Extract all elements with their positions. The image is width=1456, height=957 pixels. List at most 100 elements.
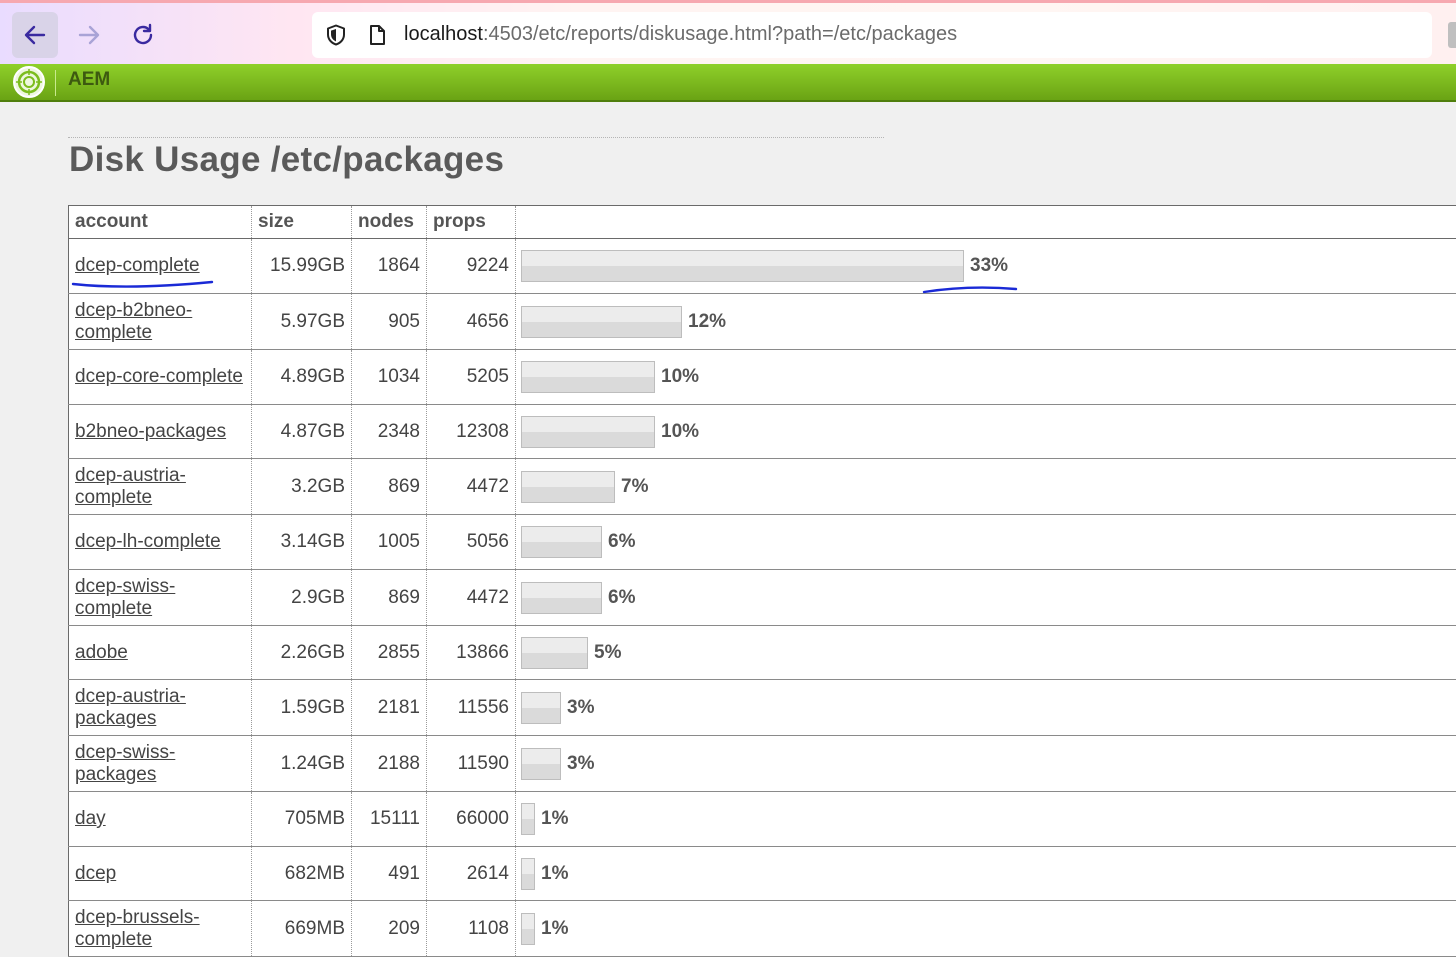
- usage-bar-wrap: 6%: [521, 581, 1456, 614]
- usage-percent: 5%: [594, 641, 622, 663]
- table-row: b2bneo-packages 4.87GB 2348 12308 10%: [68, 404, 1456, 459]
- account-link[interactable]: dcep-b2bneo-complete: [75, 299, 193, 343]
- reload-button[interactable]: [120, 12, 166, 58]
- account-cell: dcep-brussels-complete: [68, 900, 252, 957]
- account-link[interactable]: adobe: [75, 641, 128, 663]
- disk-usage-table: account size nodes props dcep-complete 15…: [68, 205, 1456, 957]
- forward-button[interactable]: [66, 12, 112, 58]
- account-link[interactable]: dcep-swiss-packages: [75, 741, 176, 785]
- usage-percent: 12%: [688, 310, 727, 332]
- usage-cell: 12%: [515, 293, 1456, 350]
- props-cell: 2614: [426, 846, 516, 901]
- usage-percent: 7%: [621, 475, 649, 497]
- url-text[interactable]: localhost:4503/etc/reports/diskusage.htm…: [404, 23, 957, 46]
- usage-bar: [521, 691, 561, 724]
- table-row: dcep-brussels-complete 669MB 209 1108 1%: [68, 900, 1456, 957]
- address-bar[interactable]: localhost:4503/etc/reports/diskusage.htm…: [312, 12, 1432, 58]
- usage-bar: [521, 470, 615, 503]
- toolbar-overflow-handle: [1448, 22, 1456, 48]
- account-link[interactable]: b2bneo-packages: [75, 420, 227, 442]
- title-divider: [68, 137, 884, 138]
- table-header-row: account size nodes props: [68, 205, 1456, 239]
- size-cell: 4.87GB: [251, 404, 352, 459]
- usage-bar-wrap: 10%: [521, 415, 1456, 448]
- nodes-cell: 2188: [351, 735, 427, 792]
- nodes-cell: 2855: [351, 625, 427, 680]
- account-link[interactable]: dcep-complete: [75, 255, 200, 276]
- account-link[interactable]: dcep-brussels-complete: [75, 906, 200, 950]
- header-divider: [55, 70, 56, 96]
- nodes-cell: 2181: [351, 679, 427, 736]
- usage-percent: 1%: [541, 808, 569, 829]
- props-cell: 5205: [426, 349, 516, 405]
- table-row: dcep-core-complete 4.89GB 1034 5205 10%: [68, 349, 1456, 405]
- size-cell: 15.99GB: [251, 238, 352, 294]
- nodes-cell: 1034: [351, 349, 427, 405]
- account-cell: dcep-core-complete: [68, 349, 252, 405]
- size-cell: 4.89GB: [251, 349, 352, 405]
- back-button[interactable]: [12, 12, 58, 58]
- usage-cell: 3%: [515, 735, 1456, 792]
- size-cell: 3.14GB: [251, 514, 352, 570]
- table-row: dcep-lh-complete 3.14GB 1005 5056 6%: [68, 514, 1456, 570]
- page-icon[interactable]: [365, 23, 389, 47]
- account-cell: dcep-b2bneo-complete: [68, 293, 252, 350]
- account-cell: dcep-swiss-complete: [68, 569, 252, 626]
- usage-cell: 6%: [515, 514, 1456, 570]
- usage-bar-wrap: 1%: [521, 912, 1456, 945]
- table-row: dcep 682MB 491 2614 1%: [68, 846, 1456, 901]
- usage-bar: [521, 912, 535, 945]
- account-link[interactable]: dcep-austria-complete: [75, 464, 186, 508]
- forward-arrow-icon: [78, 25, 100, 45]
- column-header-nodes: nodes: [351, 205, 427, 239]
- table-row: day 705MB 15111 66000 1%: [68, 791, 1456, 847]
- usage-bar: [521, 636, 588, 669]
- shield-icon[interactable]: [324, 23, 348, 47]
- table-row: dcep-swiss-complete 2.9GB 869 4472 6%: [68, 569, 1456, 626]
- reload-icon: [133, 23, 153, 45]
- account-link[interactable]: dcep-swiss-complete: [75, 575, 176, 619]
- nodes-cell: 2348: [351, 404, 427, 459]
- usage-cell: 6%: [515, 569, 1456, 626]
- usage-bar: [521, 305, 682, 338]
- account-link[interactable]: dcep-lh-complete: [75, 531, 221, 552]
- usage-cell: 10%: [515, 404, 1456, 459]
- size-cell: 3.2GB: [251, 458, 352, 515]
- account-cell: dcep-swiss-packages: [68, 735, 252, 792]
- table-row: dcep-complete 15.99GB 1864 9224 33%: [68, 238, 1456, 294]
- account-cell: dcep-austria-packages: [68, 679, 252, 736]
- props-cell: 5056: [426, 514, 516, 570]
- table-row: dcep-austria-complete 3.2GB 869 4472 7%: [68, 458, 1456, 515]
- usage-cell: 1%: [515, 900, 1456, 957]
- url-path: :4503/etc/reports/diskusage.html?path=/e…: [482, 23, 958, 45]
- usage-bar-wrap: 12%: [521, 305, 1456, 338]
- usage-cell: 1%: [515, 791, 1456, 847]
- size-cell: 669MB: [251, 900, 352, 957]
- nodes-cell: 869: [351, 458, 427, 515]
- table-row: adobe 2.26GB 2855 13866 5%: [68, 625, 1456, 680]
- browser-toolbar: localhost:4503/etc/reports/diskusage.htm…: [0, 0, 1456, 64]
- app-title: AEM: [68, 69, 111, 90]
- usage-percent: 1%: [541, 917, 569, 939]
- account-cell: b2bneo-packages: [68, 404, 252, 459]
- back-arrow-icon: [24, 25, 46, 45]
- props-cell: 12308: [426, 404, 516, 459]
- column-header-account: account: [68, 205, 252, 239]
- nodes-cell: 209: [351, 900, 427, 957]
- usage-bar: [521, 526, 602, 558]
- usage-percent: 10%: [661, 366, 700, 387]
- account-link[interactable]: dcep-austria-packages: [75, 685, 186, 729]
- account-cell: dcep-lh-complete: [68, 514, 252, 570]
- props-cell: 11590: [426, 735, 516, 792]
- account-cell: dcep-complete: [68, 238, 252, 294]
- usage-bar-wrap: 7%: [521, 470, 1456, 503]
- usage-bar-wrap: 1%: [521, 803, 1456, 835]
- account-link[interactable]: day: [75, 808, 106, 829]
- usage-cell: 7%: [515, 458, 1456, 515]
- usage-bar-wrap: 10%: [521, 361, 1456, 393]
- aem-logo-icon[interactable]: [12, 65, 46, 99]
- column-header-size: size: [251, 205, 352, 239]
- account-link[interactable]: dcep: [75, 862, 117, 884]
- account-link[interactable]: dcep-core-complete: [75, 366, 243, 387]
- props-cell: 1108: [426, 900, 516, 957]
